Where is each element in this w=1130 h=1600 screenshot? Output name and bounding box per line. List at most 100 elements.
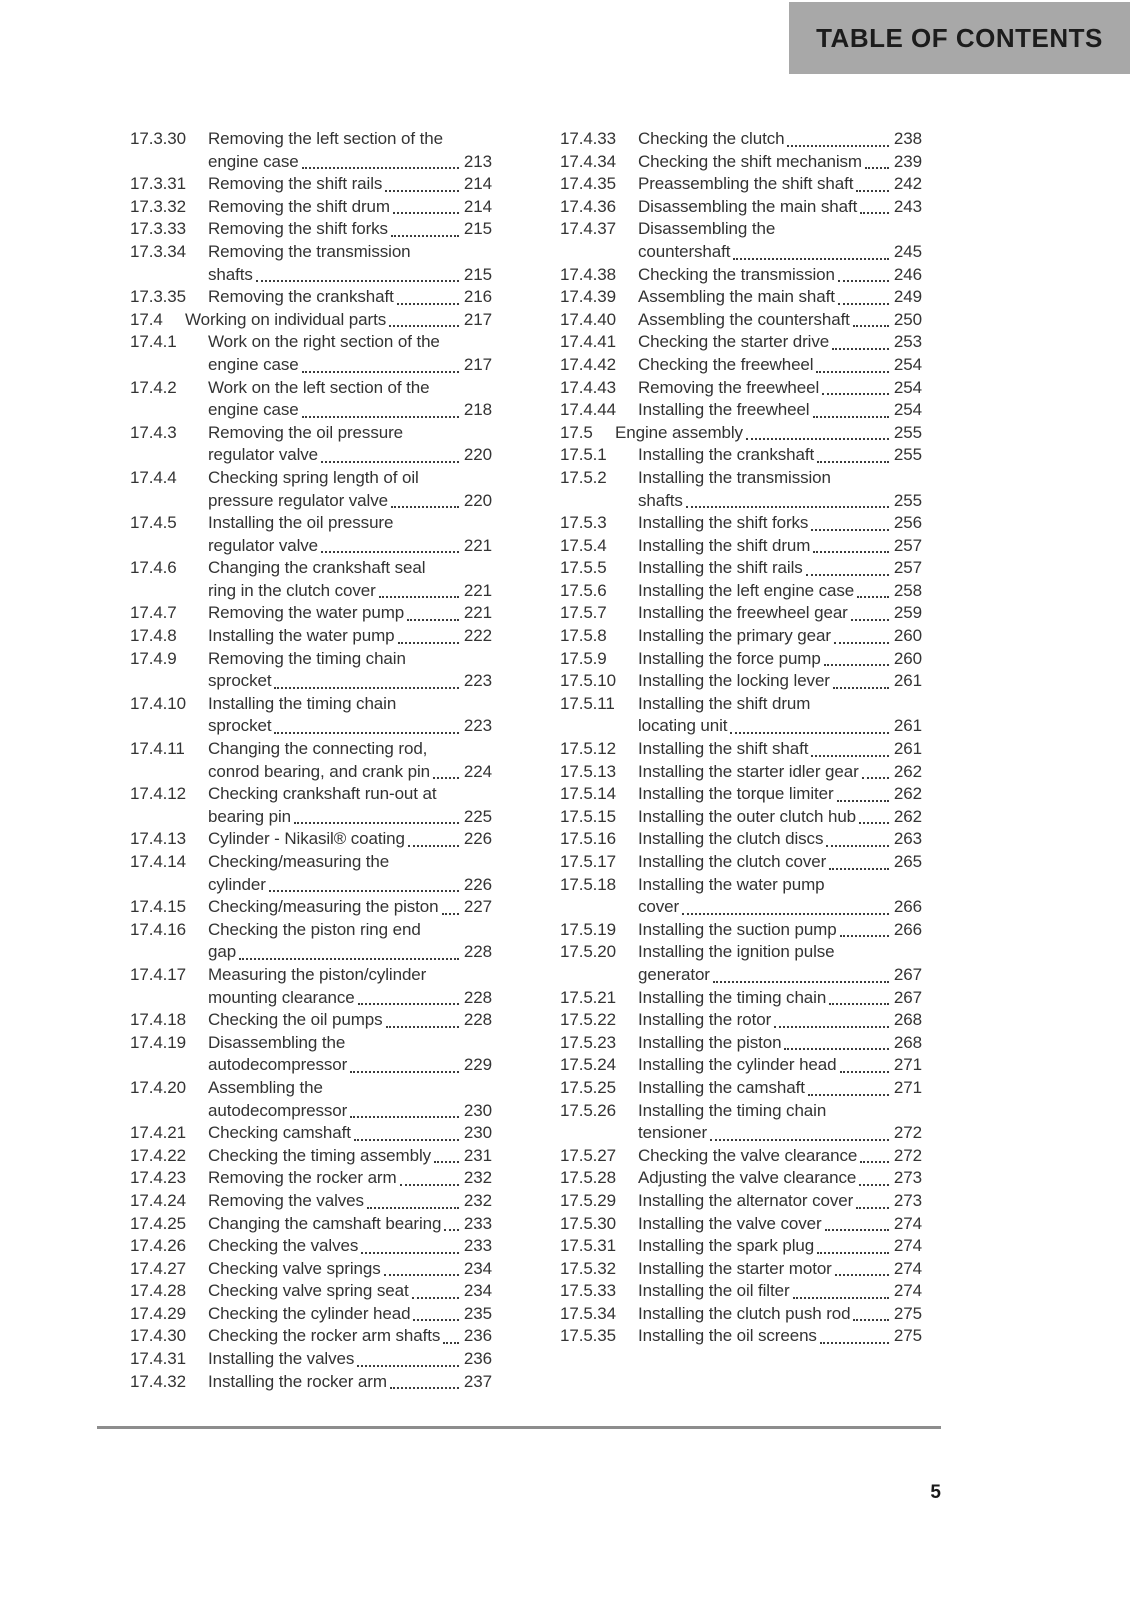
dot-leader: [774, 1025, 889, 1028]
toc-entry-page: 262: [893, 761, 922, 781]
toc-entry-number: 17.4.41: [560, 332, 617, 352]
toc-entry-line: Assembling the main shaft 249: [638, 286, 922, 309]
toc-entry-title-block: Installing the piston 268: [638, 1032, 922, 1055]
toc-entry-title: Cylinder - Nikasil® coating: [208, 829, 405, 849]
toc-entry-page: 239: [893, 151, 922, 171]
toc-entry-page: 216: [463, 287, 492, 307]
toc-entry-title: Removing the shift forks: [208, 219, 388, 239]
dot-leader: [853, 1319, 889, 1322]
toc-entry-title-block: Installing the shift shaft 261: [638, 738, 922, 761]
toc-entry: 17.4.8 Installing the water pump 222: [130, 625, 492, 648]
dot-leader: [389, 325, 459, 328]
toc-entry-number: 17.4.13: [130, 829, 187, 849]
toc-entry-title-block: Removing the shift drum 214: [208, 196, 492, 219]
toc-entry-line: Assembling the countershaft 250: [638, 309, 922, 332]
toc-entry: 17.4.27 Checking valve springs 234: [130, 1258, 492, 1281]
dot-leader: [350, 1070, 459, 1073]
toc-entry-title-block: Checking the clutch 238: [638, 128, 922, 151]
toc-entry-line: Checking the rocker arm shafts 236: [208, 1325, 492, 1348]
toc-entry-page: 266: [893, 919, 922, 939]
toc-entry-number: 17.5.17: [560, 852, 617, 871]
toc-entry-title-block: Installing the shift rails 257: [638, 557, 922, 580]
toc-entry: 17.5.16 Installing the clutch discs 263: [560, 828, 922, 851]
toc-entry-title-block: Installing the clutch cover 265: [638, 851, 922, 874]
toc-entry: 17.4.35 Preassembling the shift shaft 242: [560, 173, 922, 196]
dot-leader: [274, 686, 459, 689]
toc-entry: 17.5.12 Installing the shift shaft 261: [560, 738, 922, 761]
toc-entry-line: Removing the valves 232: [208, 1190, 492, 1213]
toc-entry-title: Installing the oil filter: [638, 1281, 790, 1301]
toc-entry-line: autodecompressor 229: [208, 1054, 492, 1077]
toc-entry: 17.4.42 Checking the freewheel 254: [560, 354, 922, 377]
toc-entry-title: Changing the camshaft bearing: [208, 1213, 442, 1233]
toc-entry-title-block: Installing the shift drum locating unit 26…: [638, 693, 922, 738]
toc-entry-page: 221: [463, 603, 492, 623]
dot-leader: [413, 1319, 459, 1322]
toc-entry-title: Checking the starter drive: [638, 332, 830, 352]
toc-entry-page: 220: [463, 445, 492, 465]
toc-entry: 17.4.43 Removing the freewheel 254: [560, 377, 922, 400]
toc-entry-title-block: Checking/measuring the cylinder 226: [208, 851, 492, 896]
toc-entry-title: Checking the rocker arm shafts: [208, 1326, 441, 1346]
toc-entry-line: Installing the oil pressure: [208, 513, 394, 533]
toc-entry-title: Installing the cylinder head: [638, 1055, 837, 1075]
dot-leader: [812, 415, 889, 418]
toc-entry-number: 17.5.21: [560, 987, 617, 1007]
dot-leader: [301, 167, 459, 170]
toc-entry-page: 254: [893, 354, 922, 374]
dot-leader: [255, 280, 459, 283]
toc-entry-page: 272: [893, 1123, 922, 1143]
toc-entry-line: Installing the force pump 260: [638, 648, 922, 671]
toc-entry-line: Installing the oil screens 275: [638, 1325, 922, 1348]
toc-entry-number: 17.5: [560, 422, 593, 442]
toc-entry-title-block: Checking the cylinder head 235: [208, 1303, 492, 1326]
dot-leader: [864, 167, 889, 170]
toc-entry-page: 267: [893, 964, 922, 984]
toc-entry-title-block: Checking the piston ring end gap 228: [208, 919, 492, 964]
toc-entry-title: Installing the shift shaft: [638, 739, 809, 759]
toc-entry: 17.5.2 Installing the transmission shafts…: [560, 467, 922, 512]
toc-entry-line: Installing the water pump 222: [208, 625, 492, 648]
toc-entry-line: Installing the torque limiter 262: [638, 783, 922, 806]
toc-entry-page: 242: [893, 174, 922, 194]
toc-entry-number: 17.3.35: [130, 287, 187, 307]
toc-entry-page: 217: [463, 354, 492, 374]
dot-leader: [301, 415, 459, 418]
toc-entry-title-block: Installing the valves 236: [208, 1348, 492, 1371]
toc-entry-number: 17.4.15: [130, 897, 187, 917]
toc-entry-title: Installing the clutch discs: [638, 829, 824, 849]
toc-entry-title-block: Installing the locking lever 261: [638, 670, 922, 693]
toc-entry-page: 256: [893, 513, 922, 533]
dot-leader: [837, 302, 889, 305]
toc-entry-title-block: Installing the ignition pulse generator 26…: [638, 941, 922, 986]
toc-entry-number: 17.4.17: [130, 964, 187, 984]
toc-entry-line: Removing the oil pressure: [208, 422, 403, 442]
toc-entry: 17.4.2 Work on the left section of the en…: [130, 377, 492, 422]
toc-entry: 17.5.28 Adjusting the valve clearance 273: [560, 1167, 922, 1190]
toc-entry-number: 17.5.15: [560, 806, 617, 826]
toc-entry-line: Installing the clutch discs 263: [638, 828, 922, 851]
dot-leader: [859, 822, 889, 825]
toc-entry-title: sprocket: [208, 716, 272, 736]
toc-entry-number: 17.4.10: [130, 693, 187, 713]
toc-entry-line: Checking the freewheel 254: [638, 354, 922, 377]
toc-entry-title: Installing the freewheel: [638, 400, 810, 420]
toc-entry-title: shafts: [208, 264, 253, 284]
toc-entry-number: 17.4.8: [130, 626, 177, 646]
toc-entry-title: Installing the freewheel gear: [638, 603, 848, 623]
dot-leader: [301, 370, 459, 373]
toc-entry-title-block: Removing the transmission shafts 215: [208, 241, 492, 286]
toc-entry-number: 17.4.12: [130, 784, 187, 804]
dot-leader: [321, 460, 459, 463]
toc-entry-number: 17.4.40: [560, 309, 617, 329]
toc-entry-line: Installing the rocker arm 237: [208, 1371, 492, 1394]
toc-entry-page: 215: [463, 219, 492, 239]
toc-entry-page: 255: [893, 422, 922, 442]
toc-entry-title: Checking valve springs: [208, 1258, 381, 1278]
toc-entry-line: Installing the left engine case 258: [638, 580, 922, 603]
toc-entry-title: Installing the timing chain: [638, 987, 827, 1007]
toc-entry-number: 17.5.28: [560, 1168, 617, 1188]
toc-entry-title-block: Installing the shift forks 256: [638, 512, 922, 535]
toc-entry-number: 17.4.18: [130, 1010, 187, 1030]
dot-leader: [811, 528, 889, 531]
